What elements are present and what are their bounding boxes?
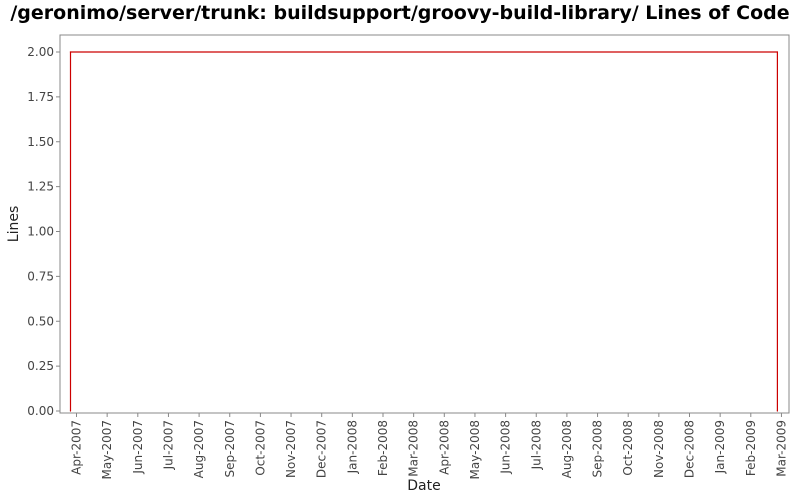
y-axis: 0.00 0.25 0.50 0.75 1.00 1.25 1.50 1.75 2.00 bbox=[27, 45, 60, 418]
x-tick-label: Jun-2007 bbox=[131, 420, 145, 475]
x-tick-label: Dec-2008 bbox=[683, 420, 697, 478]
x-tick-label: Apr-2007 bbox=[70, 420, 84, 475]
y-tick-label: 1.75 bbox=[27, 90, 54, 104]
x-tick-label: Feb-2008 bbox=[376, 420, 390, 476]
y-axis-title: Lines bbox=[6, 206, 22, 242]
series-point bbox=[776, 410, 778, 412]
x-tick-label: Mar-2008 bbox=[407, 420, 421, 477]
x-tick-label: Jan-2009 bbox=[713, 420, 727, 474]
x-tick-label: Sep-2008 bbox=[591, 420, 605, 478]
y-tick-label: 1.25 bbox=[27, 180, 54, 194]
x-tick-label: Nov-2007 bbox=[284, 420, 298, 478]
y-tick-label: 2.00 bbox=[27, 45, 54, 59]
x-tick-label: Jul-2007 bbox=[161, 420, 175, 470]
x-tick-label: Jul-2008 bbox=[529, 420, 543, 470]
x-tick-label: Aug-2007 bbox=[192, 420, 206, 478]
series-layer bbox=[69, 51, 779, 412]
x-tick-label: Nov-2008 bbox=[652, 420, 666, 478]
x-tick-label: Apr-2008 bbox=[437, 420, 451, 475]
x-tick-label: Aug-2008 bbox=[560, 420, 574, 478]
x-tick-label: Sep-2007 bbox=[223, 420, 237, 478]
y-tick-label: 0.75 bbox=[27, 269, 54, 283]
chart-title: /geronimo/server/trunk: buildsupport/gro… bbox=[10, 2, 790, 24]
x-tick-label: Oct-2008 bbox=[621, 420, 635, 476]
y-tick-label: 0.50 bbox=[27, 314, 54, 328]
x-tick-label: May-2008 bbox=[468, 420, 482, 479]
x-tick-label: Oct-2007 bbox=[253, 420, 267, 476]
x-tick-label: Dec-2007 bbox=[315, 420, 329, 478]
x-tick-label: Jan-2008 bbox=[345, 420, 359, 474]
y-tick-label: 0.25 bbox=[27, 359, 54, 373]
x-axis-title: Date bbox=[407, 478, 440, 494]
plot-area bbox=[59, 34, 790, 414]
y-tick-label: 1.50 bbox=[27, 135, 54, 149]
series-point bbox=[776, 51, 778, 53]
x-axis: Apr-2007 May-2007 Jun-2007 Jul-2007 Aug-2007… bbox=[70, 413, 788, 479]
x-tick-label: Feb-2009 bbox=[744, 420, 758, 476]
y-tick-label: 0.00 bbox=[27, 404, 54, 418]
series-line bbox=[69, 51, 779, 411]
x-tick-label: Mar-2009 bbox=[774, 420, 788, 477]
series-point bbox=[69, 51, 72, 53]
y-tick-label: 1.00 bbox=[27, 225, 54, 239]
x-tick-label: May-2007 bbox=[100, 420, 114, 479]
series-point bbox=[69, 410, 72, 412]
x-tick-label: Jun-2008 bbox=[499, 420, 513, 475]
